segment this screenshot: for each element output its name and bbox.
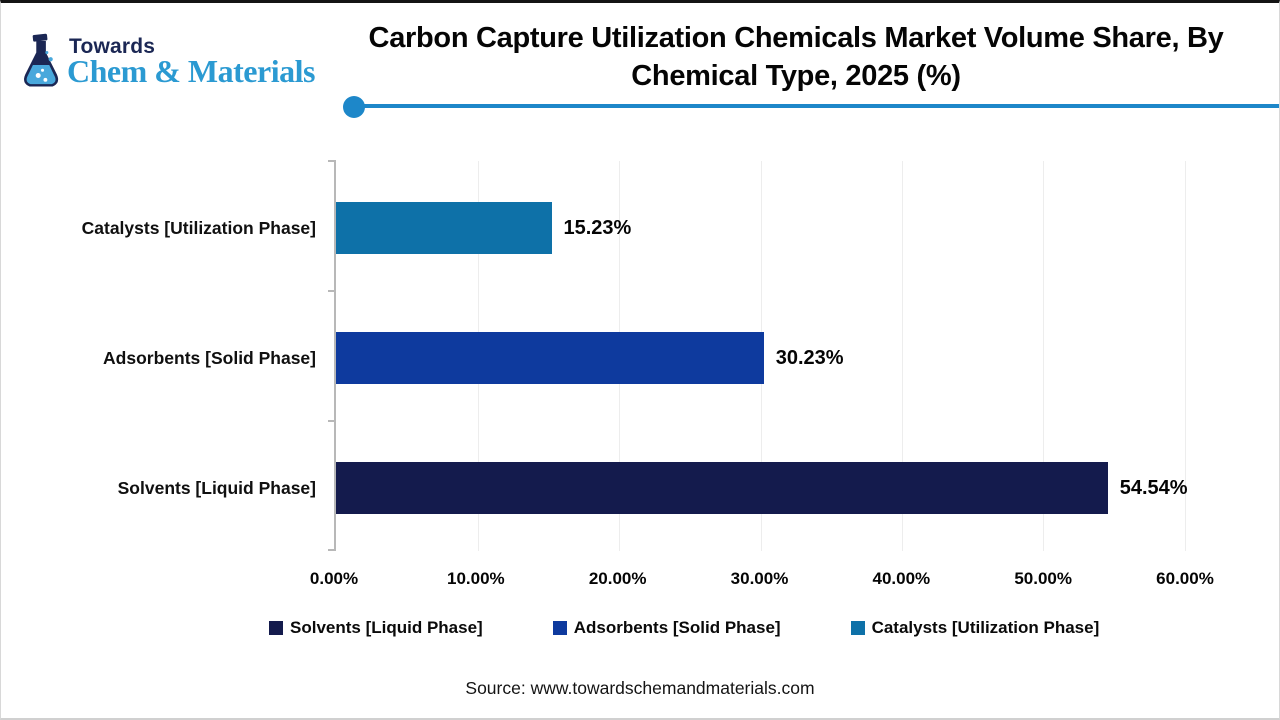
x-tick-label: 40.00% <box>872 569 931 588</box>
value-label-catalysts: 15.23% <box>563 216 632 239</box>
category-label-catalysts: Catalysts [Utilization Phase] <box>81 217 316 238</box>
gridline <box>902 161 903 551</box>
x-tick-label: 30.00% <box>730 569 789 588</box>
x-axis: 0.00% 10.00% 20.00% 30.00% 40.00% 50.00%… <box>310 569 1214 593</box>
legend-item-adsorbents: Adsorbents [Solid Phase] <box>552 618 781 638</box>
bar-solvents <box>336 462 1108 514</box>
source-attribution: Source: www.towardschemandmaterials.com <box>465 678 815 698</box>
gridline <box>1185 161 1186 551</box>
axis-tick <box>328 290 336 292</box>
legend-label: Adsorbents [Solid Phase] <box>573 618 781 637</box>
legend-swatch-icon <box>552 621 567 635</box>
bar-catalysts <box>336 202 552 254</box>
brand-name-bottom: Chem & Materials <box>67 53 315 89</box>
legend-swatch-icon <box>269 621 283 635</box>
legend: Solvents [Liquid Phase] Adsorbents [Soli… <box>269 618 1099 638</box>
brand-logo: Towards Chem & Materials <box>17 29 347 99</box>
value-label-solvents: 54.54% <box>1119 476 1188 499</box>
flask-icon <box>24 33 59 87</box>
axis-tick <box>328 160 336 162</box>
legend-swatch-icon <box>850 621 865 635</box>
brand-name-top: Towards <box>69 35 156 58</box>
bar-adsorbents <box>336 332 764 384</box>
title-divider-line <box>354 104 1279 108</box>
x-tick-label: 50.00% <box>1014 569 1072 588</box>
legend-item-solvents: Solvents [Liquid Phase] <box>269 618 483 638</box>
value-label-adsorbents: 30.23% <box>775 346 844 369</box>
x-tick-label: 10.00% <box>446 569 505 588</box>
title-divider-dot <box>343 96 365 118</box>
chart-title: Carbon Capture Utilization Chemicals Mar… <box>368 22 1224 92</box>
category-label-solvents: Solvents [Liquid Phase] <box>117 477 316 498</box>
axis-tick <box>328 549 336 551</box>
category-label-adsorbents: Adsorbents [Solid Phase] <box>103 347 316 368</box>
legend-label: Solvents [Liquid Phase] <box>290 618 483 637</box>
x-tick-label: 60.00% <box>1156 569 1214 588</box>
legend-item-catalysts: Catalysts [Utilization Phase] <box>850 618 1100 638</box>
gridline <box>1043 161 1045 551</box>
x-tick-label: 0.00% <box>309 569 359 588</box>
axis-tick <box>328 420 336 422</box>
plot-area: 15.23% 30.23% 54.54% <box>328 160 1188 551</box>
x-tick-label: 20.00% <box>588 569 647 588</box>
legend-label: Catalysts [Utilization Phase] <box>871 618 1100 637</box>
